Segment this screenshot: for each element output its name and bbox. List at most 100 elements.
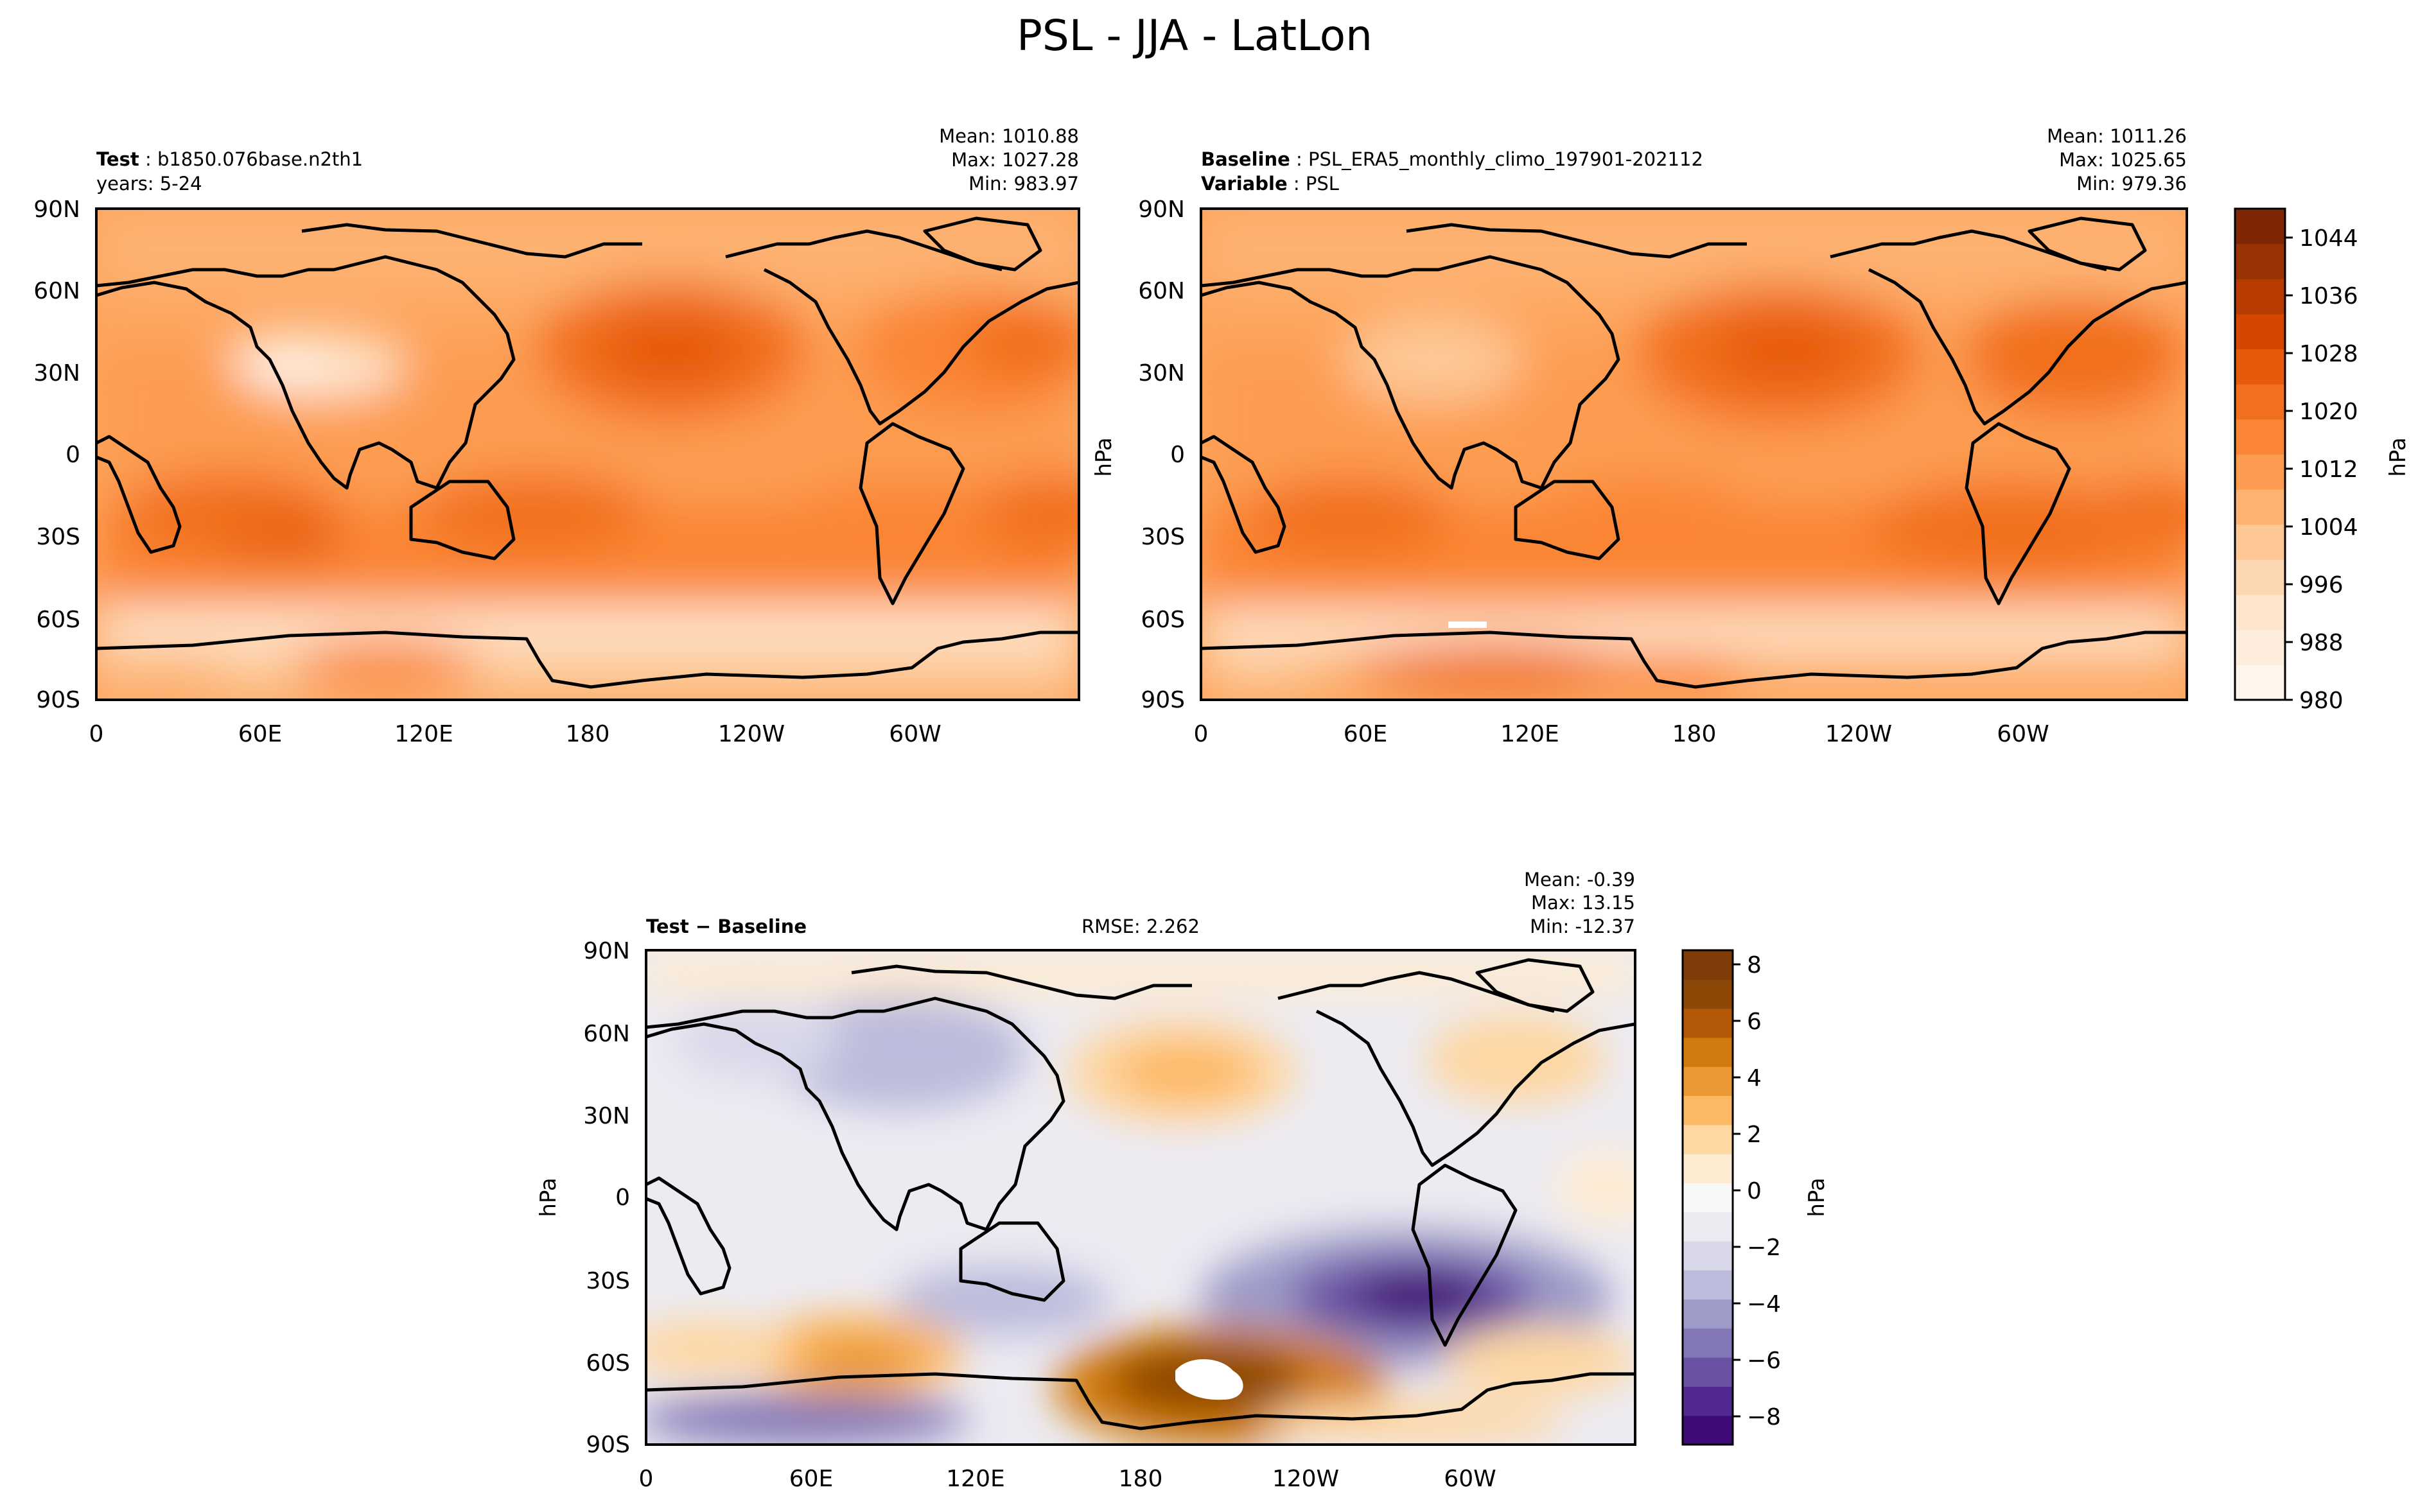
test-ytick-90n: 90N xyxy=(33,196,80,223)
baseline-ytick-30n: 30N xyxy=(1138,360,1185,387)
colorbar-psl-level-0 xyxy=(2235,665,2285,700)
colorbar-psl-level-2 xyxy=(2235,595,2285,630)
colorbar-psl-ticks: 980 988 996 1004 1012 1020 1028 1036 1044 xyxy=(2285,225,2358,714)
test-map-frame xyxy=(95,207,1080,701)
colorbar-diff-blocks xyxy=(1683,950,1733,1445)
colorbar-psl-tick-label-0: 980 xyxy=(2299,688,2344,714)
difference-ytick-30n: 30N xyxy=(583,1103,630,1129)
colorbar-diff-level-11 xyxy=(1683,1095,1733,1125)
test-label: Test : b1850.076base.n2th1 xyxy=(96,148,363,170)
difference-coastlines xyxy=(646,958,1635,1430)
colorbar-psl-tick-label-2: 996 xyxy=(2299,572,2344,598)
colorbar-diff-level-5 xyxy=(1683,1270,1733,1300)
colorbar-diff-tick-label-4: 0 xyxy=(1747,1178,1762,1204)
difference-stat-min: Min: -12.37 xyxy=(1530,916,1635,937)
test-stat-mean: Mean: 1010.88 xyxy=(939,125,1079,147)
colorbar-psl-tick-label-5: 1020 xyxy=(2299,399,2358,425)
difference-ytick-60n: 60N xyxy=(583,1021,630,1047)
colorbar-psl-tick-label-8: 1044 xyxy=(2299,225,2358,252)
colorbar-psl-level-10 xyxy=(2235,313,2285,350)
difference-ylabel: hPa xyxy=(536,1177,561,1217)
colorbar-diff-tick-label-3: −2 xyxy=(1747,1235,1781,1261)
baseline-x-ticks: 0 60E 120E 180 120W 60W xyxy=(1194,721,2049,747)
colorbar-psl-blocks xyxy=(2235,209,2285,700)
baseline-map xyxy=(1201,209,2187,700)
colorbar-psl-level-3 xyxy=(2235,559,2285,595)
colorbar-psl-level-13 xyxy=(2235,209,2285,245)
difference-xtick-3: 180 xyxy=(1119,1466,1163,1492)
difference-x-ticks: 0 60E 120E 180 120W 60W xyxy=(639,1466,1496,1492)
difference-ytick-90s: 90S xyxy=(586,1432,630,1458)
difference-ytick-0: 0 xyxy=(615,1185,630,1211)
difference-y-ticks: 90S 60S 30S 0 30N 60N 90N xyxy=(583,938,630,1458)
baseline-ytick-0: 0 xyxy=(1170,442,1185,468)
baseline-xtick-2: 120E xyxy=(1500,721,1559,747)
difference-stat-max: Max: 13.15 xyxy=(1531,892,1635,914)
test-stat-min: Min: 983.97 xyxy=(968,173,1079,195)
baseline-xtick-0: 0 xyxy=(1194,721,1209,747)
test-y-ticks: 90S 60S 30S 0 30N 60N 90N xyxy=(33,196,80,713)
colorbar-diff-level-10 xyxy=(1683,1124,1733,1154)
test-ytick-60s: 60S xyxy=(36,607,80,633)
colorbar-diff-level-15 xyxy=(1683,979,1733,1009)
baseline-ytick-60n: 60N xyxy=(1138,278,1185,304)
baseline-xtick-1: 60E xyxy=(1344,721,1388,747)
colorbar-diff-level-4 xyxy=(1683,1299,1733,1329)
panel-baseline: Baseline : PSL_ERA5_monthly_climo_197901… xyxy=(1091,125,2188,747)
difference-xtick-0: 0 xyxy=(639,1466,654,1492)
baseline-label: Baseline : PSL_ERA5_monthly_climo_197901… xyxy=(1201,148,1703,170)
difference-map-frame xyxy=(645,949,1636,1446)
test-xtick-0: 0 xyxy=(89,721,104,747)
colorbar-diff-level-9 xyxy=(1683,1154,1733,1183)
colorbar-diff-level-3 xyxy=(1683,1328,1733,1358)
colorbar-psl-level-1 xyxy=(2235,629,2285,665)
colorbar-diff-ticks: −8 −6 −4 −2 0 2 4 6 8 xyxy=(1733,952,1781,1430)
colorbar-diff-level-13 xyxy=(1683,1037,1733,1067)
colorbar-psl-level-9 xyxy=(2235,349,2285,385)
baseline-ytick-30s: 30S xyxy=(1141,524,1185,550)
difference-xtick-1: 60E xyxy=(789,1466,834,1492)
test-xtick-5: 60W xyxy=(889,721,941,747)
figure-title: PSL - JJA - LatLon xyxy=(1017,11,1372,60)
test-x-ticks: 0 60E 120E 180 120W 60W xyxy=(89,721,942,747)
test-coastlines xyxy=(96,216,1079,689)
difference-xtick-5: 60W xyxy=(1444,1466,1496,1492)
colorbar-psl-level-4 xyxy=(2235,524,2285,560)
test-xtick-1: 60E xyxy=(238,721,283,747)
difference-ytick-90n: 90N xyxy=(583,938,630,964)
difference-ytick-60s: 60S xyxy=(586,1350,630,1377)
colorbar-psl-frame xyxy=(2234,207,2286,701)
baseline-map-frame xyxy=(1200,207,2188,701)
colorbar-diff-tick-label-8: 8 xyxy=(1747,952,1762,978)
colorbar-diff-level-7 xyxy=(1683,1212,1733,1242)
baseline-y-ticks: 90S 60S 30S 0 30N 60N 90N xyxy=(1138,196,1185,713)
panel-difference: Test − Baseline RMSE: 2.262 Mean: -0.39 … xyxy=(536,869,1636,1492)
colorbar-psl-tick-label-7: 1036 xyxy=(2299,283,2358,309)
colorbar-diff-level-6 xyxy=(1683,1240,1733,1271)
baseline-xtick-3: 180 xyxy=(1672,721,1717,747)
baseline-ytick-90n: 90N xyxy=(1138,196,1185,223)
colorbar-psl-level-12 xyxy=(2235,243,2285,279)
colorbar-diff-tick-label-0: −8 xyxy=(1747,1404,1781,1430)
test-ytick-30n: 30N xyxy=(33,360,80,387)
baseline-xtick-5: 60W xyxy=(1997,721,2049,747)
baseline-ytick-60s: 60S xyxy=(1141,607,1185,633)
colorbar-psl: 980 988 996 1004 1012 1020 1028 1036 1044 hPa xyxy=(2234,207,2411,714)
test-ytick-60n: 60N xyxy=(33,278,80,304)
baseline-coastlines xyxy=(1201,216,2187,689)
colorbar-diff-level-8 xyxy=(1683,1183,1733,1213)
baseline-ylabel: hPa xyxy=(1091,437,1117,476)
difference-rmse: RMSE: 2.262 xyxy=(1082,916,1200,937)
colorbar-diff-level-1 xyxy=(1683,1386,1733,1416)
colorbar-psl-tick-label-3: 1004 xyxy=(2299,514,2358,541)
difference-map xyxy=(646,950,1635,1445)
test-xtick-4: 120W xyxy=(718,721,785,747)
colorbar-psl-level-5 xyxy=(2235,489,2285,525)
test-map: North Pacific High xyxy=(96,209,1079,700)
colorbar-psl-tick-label-1: 988 xyxy=(2299,630,2344,656)
colorbar-diff-tick-label-1: −6 xyxy=(1747,1348,1781,1374)
panel-test: Test : b1850.076base.n2th1 years: 5-24 M… xyxy=(33,125,1080,747)
difference-label: Test − Baseline xyxy=(646,916,807,937)
baseline-stat-max: Max: 1025.65 xyxy=(2059,149,2187,171)
